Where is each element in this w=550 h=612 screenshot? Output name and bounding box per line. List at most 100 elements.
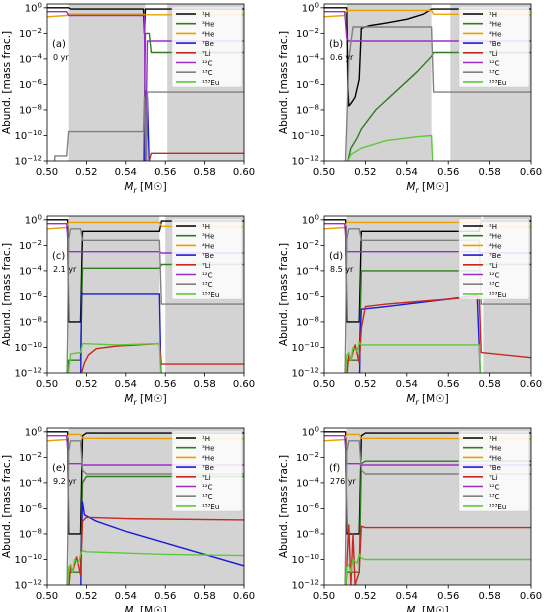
axes-frame [46, 215, 245, 374]
legend-label: ⁷Li [489, 474, 498, 482]
series-line [143, 32, 244, 161]
series-group [47, 431, 244, 585]
y-tick-exponent: −12 [304, 367, 319, 375]
legend-label: ¹H [489, 223, 497, 231]
y-tick-label: 10−10 [14, 129, 42, 142]
x-tick-label: 0.60 [520, 379, 542, 390]
y-tick-label: 10−4 [296, 264, 320, 277]
y-tick-base: 10 [14, 157, 27, 168]
y-tick-exponent: 0 [315, 213, 319, 221]
legend-label: ¹H [202, 435, 210, 443]
x-axis-label: Mr [M☉] [124, 181, 166, 195]
x-label-main: M [124, 605, 133, 612]
y-tick-label: 10−12 [14, 155, 42, 168]
series-line [47, 10, 244, 161]
y-tick-base: 10 [25, 427, 38, 438]
legend-label: ⁴He [202, 454, 214, 462]
x-tick-label: 0.52 [354, 591, 376, 602]
panel-time: 2.1 yr [53, 265, 77, 274]
x-tick-label: 0.52 [75, 591, 97, 602]
x-label-unit: [M☉] [137, 605, 167, 612]
x-tick-label: 0.54 [396, 591, 418, 602]
y-tick-label: 10−10 [291, 553, 319, 566]
legend-label: ⁴He [202, 30, 214, 38]
x-label-sub: r [415, 186, 419, 195]
y-tick-base: 10 [291, 157, 304, 168]
legend-label: ¹²C [489, 484, 500, 492]
panel-time: 9.2 yr [53, 477, 77, 486]
y-tick-exponent: −8 [32, 527, 42, 535]
series-line [66, 228, 244, 373]
legend-label: ⁴He [489, 30, 501, 38]
x-tick-label: 0.54 [115, 167, 137, 178]
legend-box [171, 218, 243, 300]
y-tick-label: 100 [302, 425, 319, 438]
y-tick-base: 10 [19, 453, 32, 464]
y-tick-label: 10−10 [291, 341, 319, 354]
y-tick-exponent: −12 [27, 155, 42, 163]
y-tick-label: 10−8 [296, 527, 319, 540]
legend-label: ⁷Be [202, 464, 214, 472]
y-tick-label: 10−12 [291, 579, 319, 592]
x-label-main: M [406, 181, 415, 193]
x-axis-label: Mr [M☉] [406, 605, 448, 612]
x-tick-label: 0.60 [233, 167, 255, 178]
legend-label: ¹²C [202, 484, 213, 492]
y-tick-label: 10−2 [19, 27, 42, 40]
y-tick-exponent: −4 [309, 52, 320, 60]
legend-label: ³He [489, 21, 501, 29]
y-tick-exponent: −2 [32, 239, 42, 247]
y-axis-label: Abund. [mass frac.] [1, 243, 13, 346]
panel-b: 0.50 0.52 0.54 0.56 0.58 0.6010010−210−410−61… [278, 1, 542, 195]
series-group [324, 7, 531, 161]
legend-label: ¹H [489, 435, 497, 443]
legend-label: ¹⁵³Eu [202, 79, 219, 87]
x-label-unit: [M☉] [419, 393, 449, 405]
x-tick-label: 0.52 [75, 379, 97, 390]
y-tick-label: 10−2 [296, 27, 319, 40]
y-tick-exponent: −4 [32, 476, 43, 484]
x-tick-label: 0.58 [193, 591, 215, 602]
y-tick-label: 10−6 [19, 78, 43, 91]
panel-letter: (b) [329, 39, 343, 50]
x-tick-label: 0.52 [354, 167, 376, 178]
y-tick-exponent: −8 [309, 103, 319, 111]
x-tick-label: 0.50 [313, 167, 335, 178]
legend-label: ¹H [202, 223, 210, 231]
y-tick-base: 10 [296, 504, 309, 515]
y-tick-label: 10−2 [296, 451, 319, 464]
y-tick-base: 10 [302, 215, 315, 226]
y-tick-label: 10−8 [296, 315, 319, 328]
y-tick-base: 10 [19, 292, 32, 303]
x-tick-label: 0.56 [154, 379, 176, 390]
axes-frame [323, 427, 532, 586]
x-tick-label: 0.56 [154, 167, 176, 178]
legend-label: ¹³C [489, 493, 500, 501]
y-tick-exponent: 0 [315, 425, 319, 433]
y-tick-label: 10−8 [19, 527, 42, 540]
axes-frame [46, 3, 245, 162]
x-label-main: M [406, 393, 415, 405]
legend-label: ¹H [202, 11, 210, 19]
series-line [47, 431, 244, 535]
y-tick-label: 10−10 [291, 129, 319, 142]
panel-time: 0 yr [53, 53, 69, 62]
x-tick-label: 0.60 [520, 591, 542, 602]
series-line [344, 26, 531, 161]
y-tick-label: 10−8 [19, 315, 42, 328]
y-tick-exponent: −6 [32, 78, 43, 86]
y-tick-exponent: −12 [304, 155, 319, 163]
legend-label: ³He [489, 445, 501, 453]
x-tick-label: 0.58 [478, 167, 500, 178]
legend-label: ¹²C [202, 60, 213, 68]
series-group [47, 7, 244, 161]
legend-label: ⁷Li [202, 474, 211, 482]
y-tick-base: 10 [296, 266, 309, 277]
legend-label: ¹²C [489, 272, 500, 280]
y-tick-exponent: −8 [309, 315, 319, 323]
x-tick-label: 0.58 [478, 591, 500, 602]
y-tick-label: 10−10 [14, 341, 42, 354]
legend-label: ⁷Li [202, 50, 211, 58]
y-tick-exponent: −8 [32, 103, 42, 111]
